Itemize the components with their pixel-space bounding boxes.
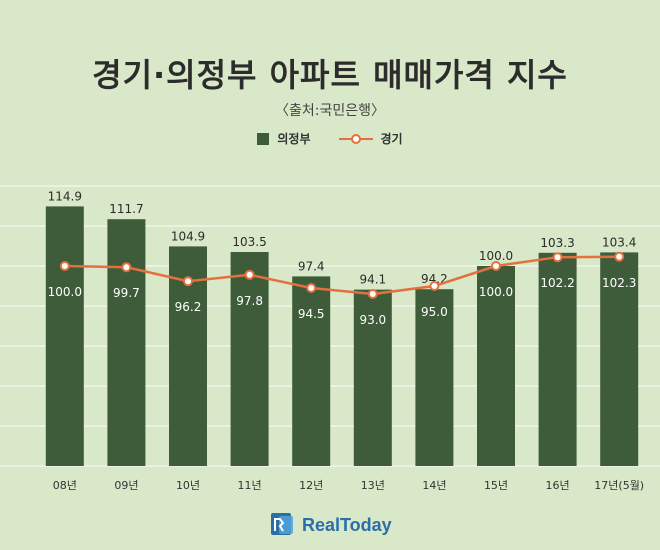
bar-value-label: 94.1: [359, 273, 386, 287]
legend-bar-swatch: [257, 132, 270, 145]
x-tick-label: 11년: [238, 479, 262, 492]
bar: [477, 266, 515, 466]
line-point: [614, 251, 625, 262]
line-value-label: 97.8: [236, 294, 263, 308]
line-value-label: 96.2: [175, 300, 202, 314]
bar: [107, 219, 146, 466]
bar: [415, 289, 454, 466]
line-point: [244, 269, 255, 280]
bar-value-label: 103.4: [602, 235, 636, 249]
legend-line-swatch: [338, 133, 373, 145]
x-tick-label: 12년: [299, 479, 323, 492]
line-point: [183, 276, 193, 287]
x-tick-label: 08년: [53, 479, 77, 492]
legend-item-line: 경기: [338, 130, 403, 147]
bar: [45, 206, 84, 466]
line-value-label: 100.0: [479, 285, 513, 299]
bar: [600, 252, 639, 466]
logo-text: RealToday: [302, 514, 392, 535]
bar-value-label: 104.9: [171, 229, 205, 243]
x-tick-label: 13년: [361, 479, 385, 492]
x-tick-label: 10년: [176, 479, 200, 492]
line-point: [367, 289, 378, 299]
bar: [538, 252, 577, 466]
bar-value-label: 114.9: [48, 189, 82, 203]
x-tick-label: 15년: [484, 479, 508, 492]
chart-subtitle: 〈출처:국민은행〉: [275, 103, 385, 119]
bar-value-label: 103.5: [232, 235, 266, 249]
x-tick-label: 09년: [114, 479, 138, 492]
realtoday-logo-icon: [271, 513, 293, 535]
legend: 의정부 경기: [0, 130, 660, 147]
x-tick-label: 17년(5월): [594, 479, 644, 492]
line-point: [121, 262, 132, 273]
logo: RealToday: [270, 512, 392, 538]
x-tick-label: 16년: [546, 479, 570, 492]
line-point: [59, 261, 70, 271]
line-value-label: 95.0: [421, 305, 448, 319]
legend-item-bar: 의정부: [257, 130, 311, 147]
line-value-label: 93.0: [359, 313, 386, 327]
bar-value-label: 100.0: [479, 249, 513, 263]
line-value-label: 102.2: [540, 276, 574, 290]
bar-value-label: 103.3: [540, 236, 574, 250]
bar-value-label: 97.4: [298, 259, 325, 273]
bar-value-label: 111.7: [109, 202, 143, 216]
x-tick-label: 14년: [422, 479, 446, 492]
line-value-label: 94.5: [298, 307, 325, 321]
legend-bar-label: 의정부: [277, 132, 311, 146]
bar: [292, 276, 331, 466]
legend-line-label: 경기: [380, 132, 403, 146]
line-value-label: 102.3: [602, 276, 636, 290]
line-point: [552, 252, 563, 263]
bar: [230, 252, 269, 466]
bar: [353, 289, 392, 466]
chart-title: 경기·의정부 아파트 매매가격 지수: [92, 56, 568, 94]
line-value-label: 100.0: [48, 285, 82, 299]
line-point: [429, 281, 440, 291]
line-value-label: 99.7: [113, 286, 140, 300]
series-line: [64, 255, 620, 296]
line-point: [491, 261, 501, 271]
line-point: [306, 283, 317, 293]
